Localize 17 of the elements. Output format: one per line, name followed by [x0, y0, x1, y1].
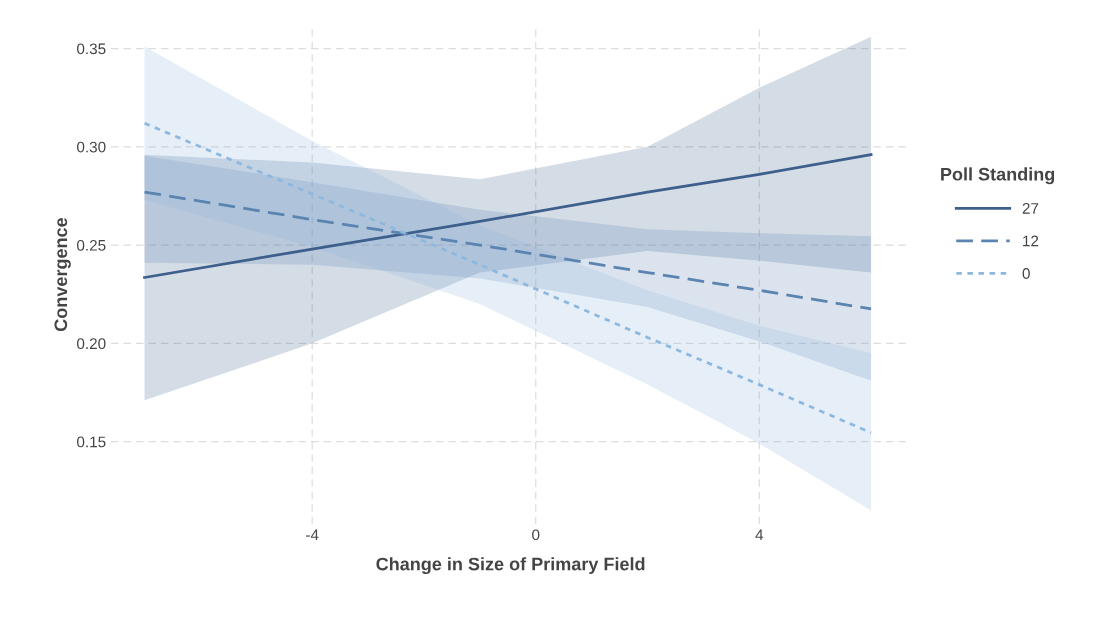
line-series	[143, 190, 873, 311]
legend-label: 0	[1022, 268, 1030, 279]
y-tick-label: 0.30	[77, 141, 106, 153]
legend-label: 12	[1023, 235, 1039, 247]
y-axis-title: Convergence	[54, 217, 71, 332]
x-tick-label: 0	[532, 529, 540, 541]
x-axis-title: Change in Size of Primary Field	[376, 557, 645, 575]
line-series	[143, 121, 873, 435]
y-tick-label: 0.25	[77, 239, 106, 251]
y-tick-label: 0.15	[77, 436, 106, 448]
x-tick-label: 4	[755, 529, 764, 541]
y-tick-label: 0.20	[77, 338, 106, 350]
legend-title: Poll Standing	[941, 167, 1055, 185]
legend-label: 27	[1022, 202, 1039, 214]
y-tick-label: 0.35	[77, 43, 106, 55]
x-tick-label: -4	[306, 529, 319, 541]
line-series	[143, 153, 873, 279]
